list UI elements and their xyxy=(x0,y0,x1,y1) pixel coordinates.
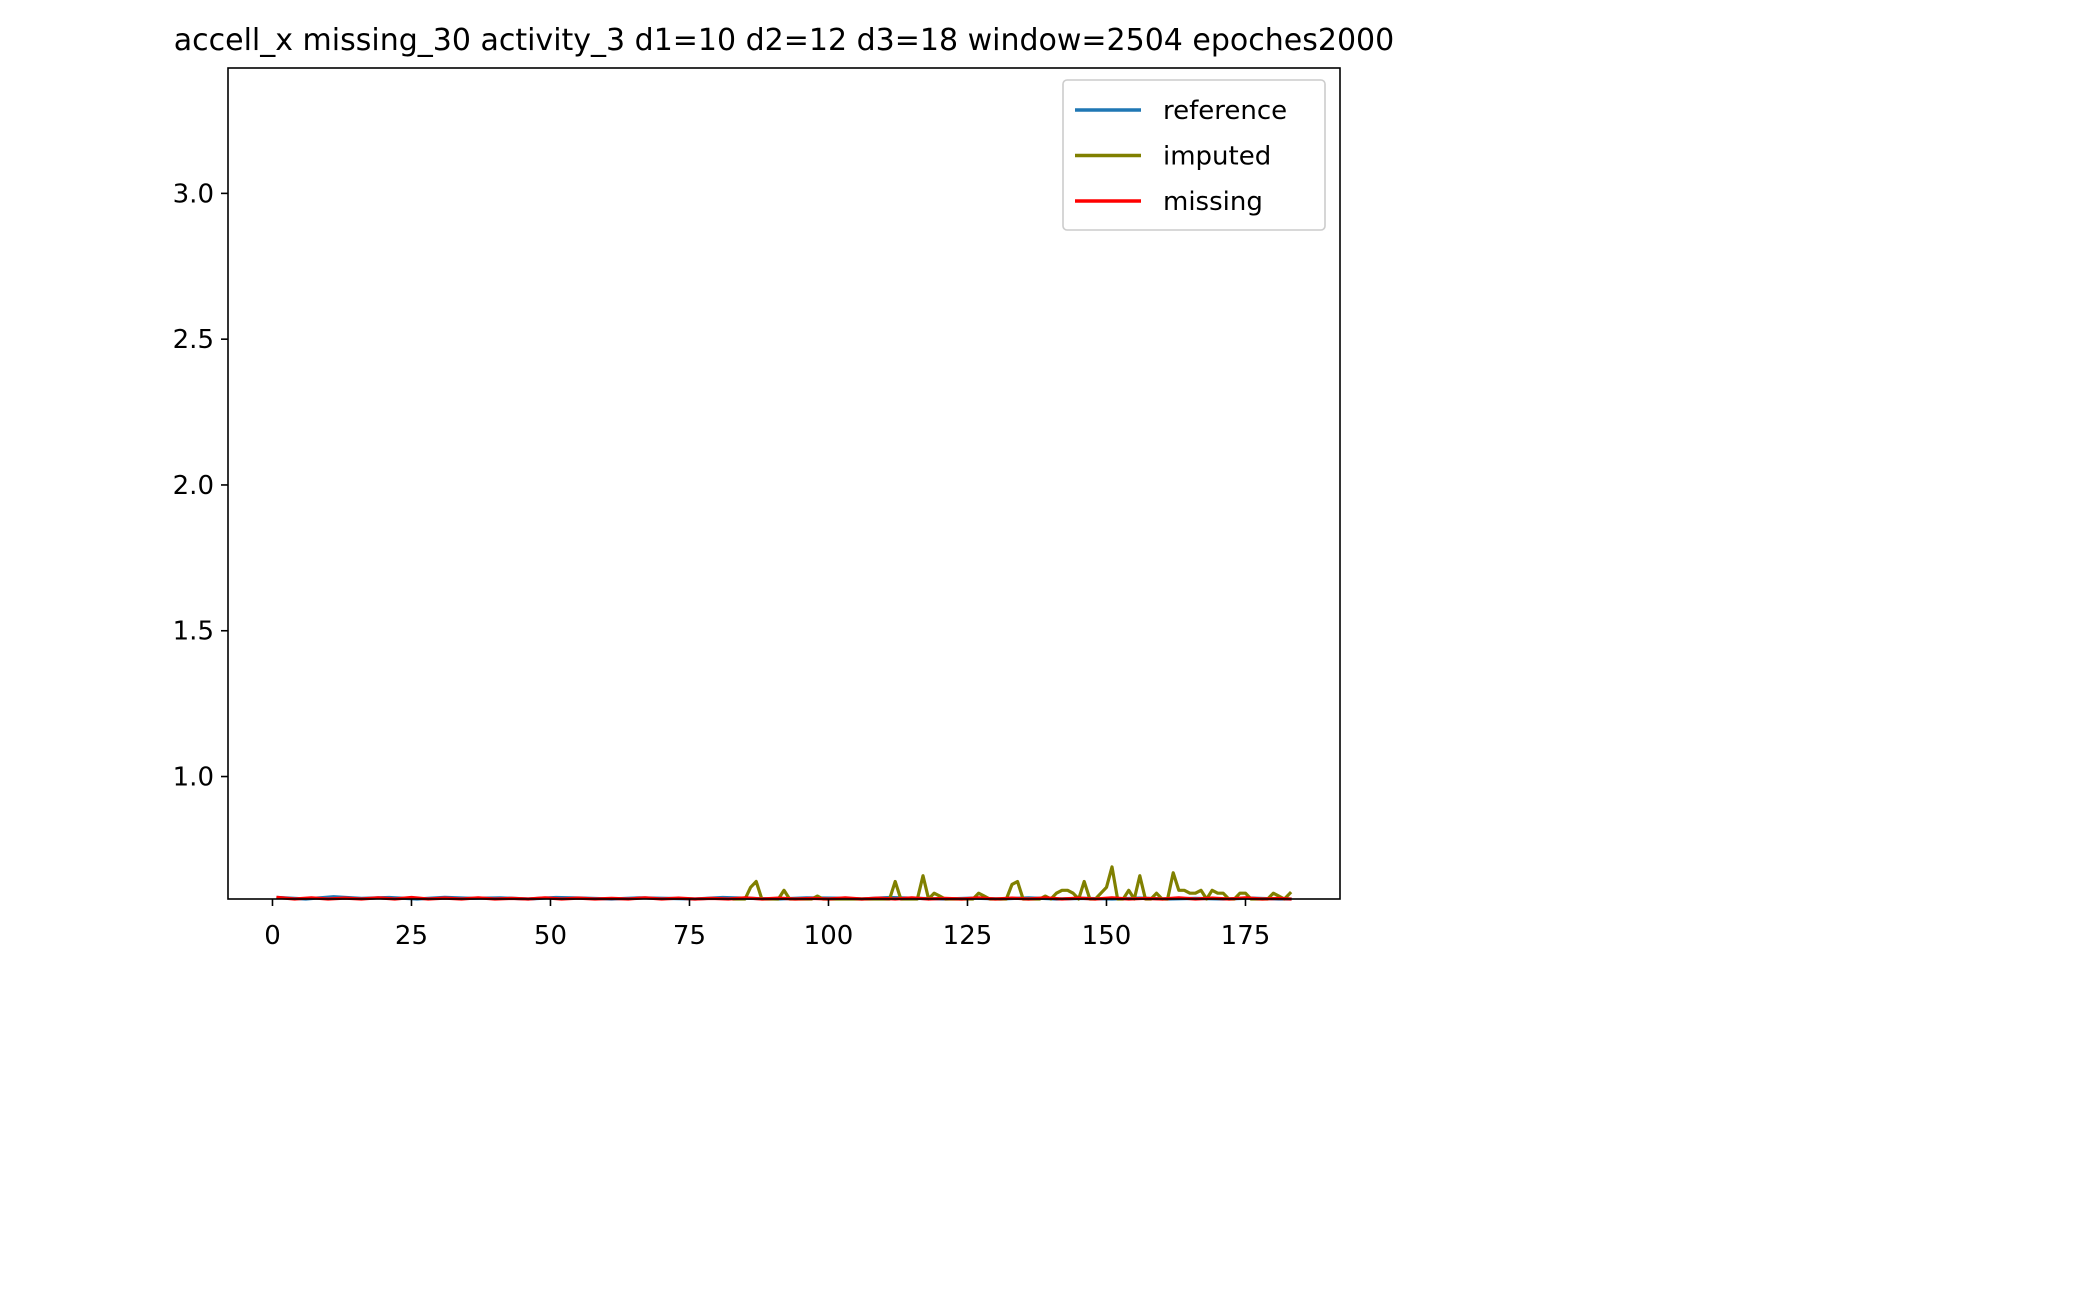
x-tick-label: 0 xyxy=(264,921,281,951)
y-tick-label: 1.5 xyxy=(173,617,214,647)
y-tick-label: 2.5 xyxy=(173,325,214,355)
y-tick-label: 1.0 xyxy=(173,763,214,793)
y-tick-label: 3.0 xyxy=(173,179,214,209)
legend-label-imputed: imputed xyxy=(1163,142,1271,172)
y-tick-label: 2.0 xyxy=(173,471,214,501)
x-tick-label: 75 xyxy=(673,921,706,951)
legend-label-reference: reference xyxy=(1163,96,1287,126)
x-tick-label: 100 xyxy=(804,921,854,951)
x-tick-label: 175 xyxy=(1221,921,1271,951)
legend-box xyxy=(1062,79,1326,231)
figure-background xyxy=(0,0,1562,968)
axes-frame xyxy=(227,67,1341,900)
x-tick-label: 125 xyxy=(943,921,993,951)
line-chart: accell_x missing_30 activity_3 d1=10 d2=… xyxy=(0,0,1562,968)
chart-title: accell_x missing_30 activity_3 d1=10 d2=… xyxy=(174,23,1394,58)
legend: reference imputed missing xyxy=(1062,79,1326,231)
x-axis: 0 25 50 75 100 125 150 175 xyxy=(264,899,1270,951)
x-tick-label: 25 xyxy=(395,921,428,951)
legend-label-missing: missing xyxy=(1163,187,1263,217)
x-tick-label: 50 xyxy=(534,921,567,951)
y-axis: 1.0 1.5 2.0 2.5 3.0 xyxy=(173,179,228,793)
x-tick-label: 150 xyxy=(1082,921,1132,951)
